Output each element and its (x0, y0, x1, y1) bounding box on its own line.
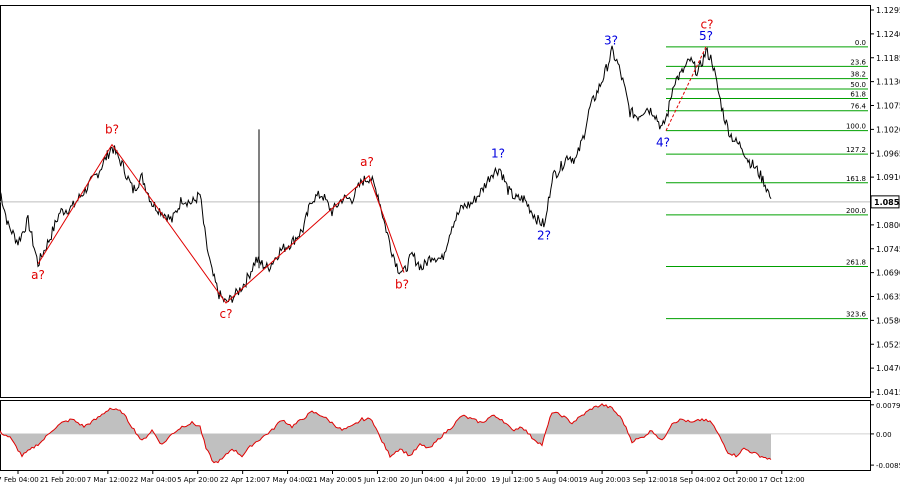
fib-level-label: 323.6 (846, 311, 867, 319)
price-tick-label: 1.0690 (876, 269, 900, 278)
time-tick-label: 7 May 04:00 (266, 476, 310, 484)
fib-level-label: 50.0 (850, 81, 866, 89)
time-tick-label: 19 Aug 20:00 (578, 476, 625, 484)
time-tick-label: 2 Oct 20:00 (716, 476, 757, 484)
price-tick-label: 1.0965 (876, 149, 900, 158)
price-tick-label: 1.0580 (876, 316, 900, 325)
time-tick-label: 21 Feb 20:00 (40, 476, 86, 484)
fib-level-label: 261.8 (846, 259, 866, 267)
price-tick-label: 1.0525 (876, 340, 900, 349)
price-tick-label: 1.0470 (876, 364, 900, 373)
time-tick-label: 5 Jun 12:00 (357, 476, 397, 484)
time-tick-label: 5 Aug 04:00 (536, 476, 579, 484)
current-price-tag (870, 195, 900, 209)
wave-label: b? (395, 277, 409, 291)
fib-level-label: 23.6 (850, 58, 866, 66)
price-tick-label: 1.1240 (876, 30, 900, 39)
time-tick-label: 22 Mar 04:00 (129, 476, 176, 484)
price-tick-label: 1.0800 (876, 221, 900, 230)
osc-area (0, 403, 771, 463)
wave-label: 1? (491, 146, 505, 160)
price-tick-label: 1.0415 (876, 388, 900, 397)
fib-level-label: 161.8 (846, 175, 866, 183)
fib-level-label: 200.0 (846, 207, 866, 215)
osc-line (0, 403, 772, 464)
wave-label: c? (701, 17, 714, 31)
osc-tick-label: -0.00853 (876, 462, 900, 470)
price-tick-label: 1.1130 (876, 78, 900, 87)
time-tick-label: 7 Feb 04:00 (0, 476, 39, 484)
wave-label: 5? (699, 29, 713, 43)
fib-level-label: 61.8 (850, 91, 866, 99)
fib-level-label: 100.0 (846, 123, 866, 131)
oscillator-frame-border (0, 400, 871, 471)
oscillator-panel: 0.00796 0.00 -0.00853 (0, 400, 900, 471)
time-tick-label: 21 May 20:00 (308, 476, 356, 484)
time-tick-label: 7 Mar 12:00 (87, 476, 129, 484)
time-tick-label: 5 Apr 20:00 (177, 476, 218, 484)
wave-line (37, 143, 405, 304)
time-tick-label: 22 Apr 12:00 (220, 476, 266, 484)
price-tick-label: 1.1295 (876, 6, 900, 15)
price-series (0, 45, 772, 303)
osc-tick-label: 0.00 (876, 431, 892, 439)
wave-label: c? (220, 307, 233, 321)
time-tick-label: 3 Sep 12:00 (626, 476, 668, 484)
price-tick-label: 1.0910 (876, 173, 900, 182)
time-tick-label: 18 Sep 04:00 (669, 476, 716, 484)
time-tick-label: 20 Jun 04:00 (400, 476, 444, 484)
time-tick-label: 4 Jul 20:00 (449, 476, 487, 484)
wave-line (665, 46, 707, 131)
wave-label: a? (360, 155, 374, 169)
fib-level-label: 0.0 (855, 39, 866, 47)
current-price-label: 1.0853 (874, 198, 900, 207)
wave-label: b? (105, 122, 119, 136)
osc-tick-label: 0.00796 (876, 402, 900, 410)
fib-level-label: 127.2 (846, 146, 866, 154)
price-tick-label: 1.1185 (876, 54, 900, 63)
wave-label: 2? (537, 229, 551, 243)
wave-label: 3? (604, 33, 618, 47)
main-chart-panel: 1.1295 1.1240 1.1185 1.1130 1.1075 1.1020 1.09… (0, 5, 900, 398)
price-tick-label: 1.1075 (876, 102, 900, 111)
time-tick-label: 17 Oct 12:00 (759, 476, 805, 484)
wave-label: a? (31, 268, 45, 282)
price-tick-label: 1.1020 (876, 125, 900, 134)
price-tick-label: 1.0635 (876, 293, 900, 302)
price-tick-label: 1.0745 (876, 245, 900, 254)
wave-label: 4? (656, 135, 670, 149)
time-axis: 7 Feb 04:00 21 Feb 20:00 7 Mar 12:00 22 Mar… (0, 470, 805, 484)
fib-level-label: 38.2 (850, 71, 866, 79)
time-tick-label: 19 Jul 12:00 (491, 476, 533, 484)
fib-level-label: 76.4 (850, 103, 866, 111)
